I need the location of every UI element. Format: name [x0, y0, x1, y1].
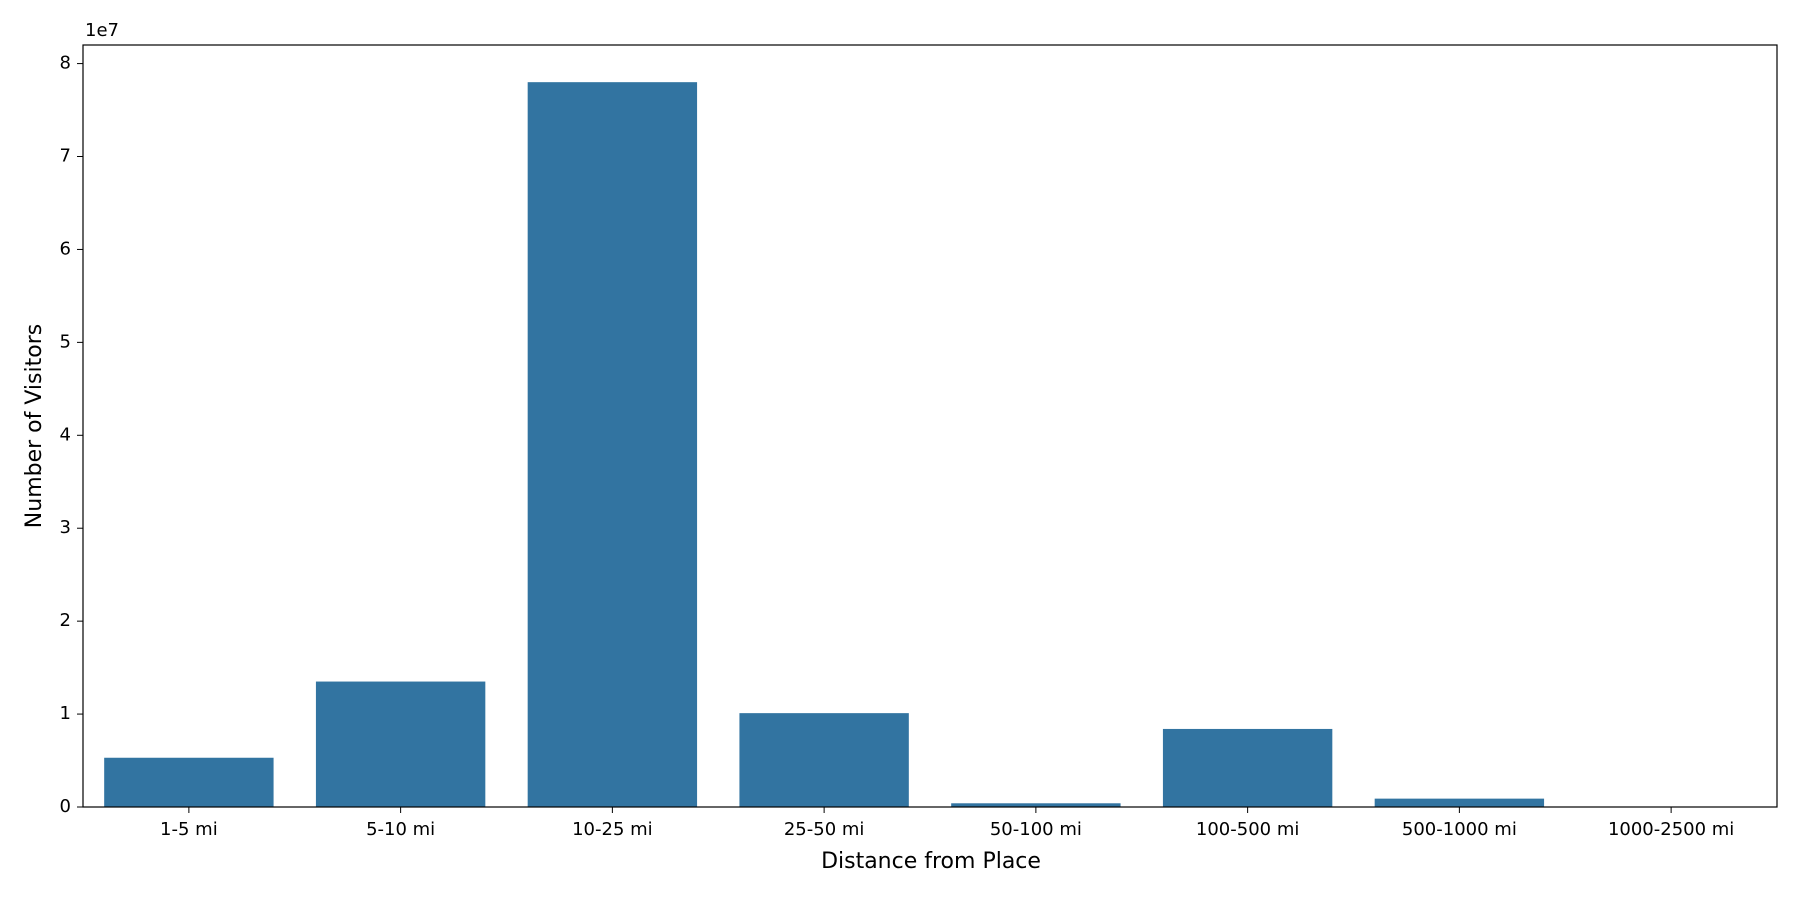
x-tick-label: 1-5 mi: [160, 819, 218, 840]
bar: [527, 82, 698, 808]
bar: [1162, 728, 1333, 807]
x-axis-label: Distance from Place: [821, 849, 1041, 874]
y-tick-label: 4: [60, 424, 71, 445]
x-tick-label: 50-100 mi: [990, 819, 1082, 840]
y-tick-label: 2: [60, 610, 71, 631]
x-tick-label: 100-500 mi: [1196, 819, 1299, 840]
y-tick-label: 3: [60, 517, 71, 538]
y-axis-label: Number of Visitors: [22, 324, 47, 528]
x-tick-label: 1000-2500 mi: [1608, 819, 1734, 840]
x-tick-label: 25-50 mi: [784, 819, 865, 840]
bar: [1374, 798, 1545, 807]
bar: [104, 757, 274, 807]
y-tick-label: 5: [60, 331, 71, 352]
y-tick-label: 0: [60, 796, 71, 817]
bar: [315, 681, 486, 807]
bar: [739, 713, 909, 807]
y-tick-label: 6: [60, 238, 71, 259]
y-tick-label: 8: [60, 53, 71, 74]
x-tick-label: 5-10 mi: [366, 819, 435, 840]
plot-frame: [82, 44, 1778, 808]
y-offset-label: 1e7: [85, 20, 119, 41]
x-tick-label: 10-25 mi: [572, 819, 653, 840]
y-tick-label: 7: [60, 146, 71, 167]
x-tick-label: 500-1000 mi: [1402, 819, 1517, 840]
bar: [951, 803, 1121, 807]
y-tick-label: 1: [60, 703, 71, 724]
